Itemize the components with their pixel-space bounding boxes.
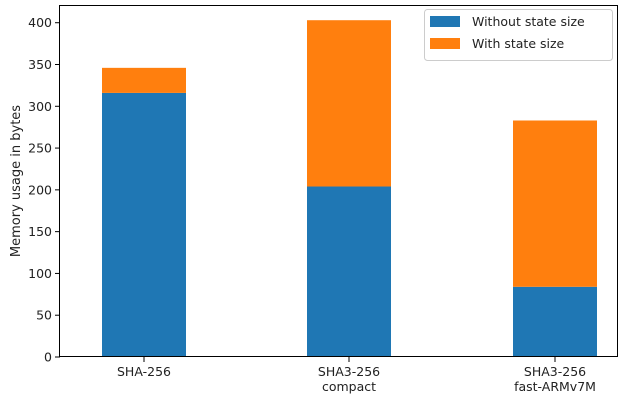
legend-swatch <box>430 16 460 27</box>
bar-with-state-size <box>513 120 597 287</box>
y-tick-label: 50 <box>36 308 52 323</box>
bars <box>102 20 597 358</box>
y-tick-label: 0 <box>44 350 52 365</box>
y-axis-ticks: 0 50 100 150 200 250 300 350 400 <box>28 15 60 365</box>
x-axis-ticks: SHA-256 SHA3-256compactSHA3-256fast-ARMv7… <box>117 357 596 394</box>
x-tick-label: SHA3-256 <box>318 364 380 379</box>
y-tick-label: 200 <box>28 182 52 197</box>
y-tick-label: 100 <box>28 266 52 281</box>
legend-label: Without state size <box>472 14 585 29</box>
bar-without-state-size <box>513 286 597 357</box>
bar-with-state-size <box>307 20 391 187</box>
x-tick-label: compact <box>322 379 376 394</box>
y-tick-label: 350 <box>28 57 52 72</box>
y-tick-label: 300 <box>28 99 52 114</box>
x-tick-label: SHA-256 <box>117 364 171 379</box>
bar-without-state-size <box>102 92 186 358</box>
legend-box <box>424 9 613 61</box>
legend-label: With state size <box>472 36 565 51</box>
y-tick-label: 400 <box>28 15 52 30</box>
legend-swatch <box>430 38 460 49</box>
y-tick-label: 150 <box>28 224 52 239</box>
bar-without-state-size <box>307 186 391 357</box>
x-tick-label: SHA3-256 <box>524 364 586 379</box>
legend: Without state size With state size <box>424 9 613 61</box>
y-axis-label: Memory usage in bytes <box>9 105 24 257</box>
y-tick-label: 250 <box>28 141 52 156</box>
x-tick-label: fast-ARMv7M <box>514 379 596 394</box>
bar-with-state-size <box>102 67 186 93</box>
